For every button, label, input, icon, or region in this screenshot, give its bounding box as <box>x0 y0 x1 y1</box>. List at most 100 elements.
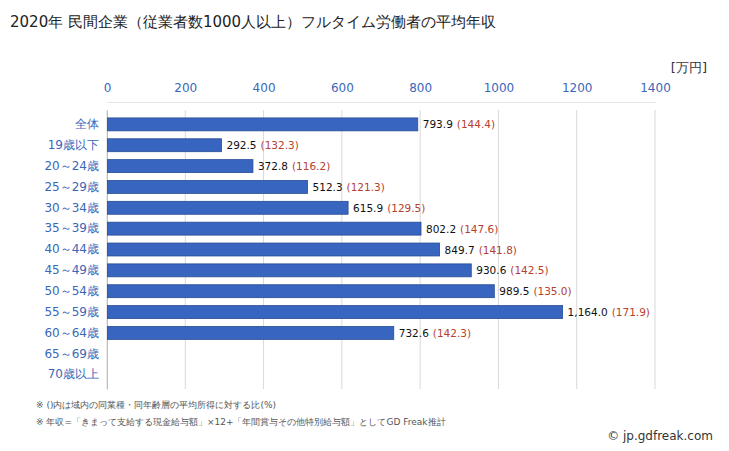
tick: 全体 <box>75 117 107 131</box>
axis-title: [万円] <box>671 60 707 75</box>
ratio-label: (142.5) <box>510 264 548 276</box>
tick-label: 600 <box>331 81 354 95</box>
grid <box>107 110 655 389</box>
tick: 0 <box>104 81 112 102</box>
grid-line <box>655 110 656 389</box>
value-label: 849.7 <box>445 244 475 256</box>
chart: 2020年 民間企業（従業者数1000人以上）フルタイム労働者の平均年収 [万円]… <box>0 0 729 451</box>
data-label: 1,164.0 (171.9) <box>568 306 650 318</box>
bars <box>107 118 563 339</box>
ratio-label: (142.3) <box>433 327 471 339</box>
tick-label: 1400 <box>640 81 671 95</box>
value-label: 512.3 <box>313 181 343 193</box>
value-label: 930.6 <box>476 264 506 276</box>
ratio-label: (135.0) <box>533 285 571 297</box>
tick: 25～29歳 <box>44 180 107 194</box>
tick: 800 <box>409 81 432 102</box>
tick: 1000 <box>484 81 515 102</box>
tick-label: 40～44歳 <box>44 242 99 256</box>
tick: 45～49歳 <box>44 263 107 277</box>
tick-label: 19歳以下 <box>48 138 99 152</box>
bar <box>107 306 563 319</box>
bar <box>107 139 221 152</box>
value-label: 802.2 <box>426 223 456 235</box>
bar <box>107 201 348 214</box>
value-label: 615.9 <box>353 202 383 214</box>
tick-label: 70歳以上 <box>48 367 99 381</box>
bar <box>107 326 394 339</box>
tick-label: 55～59歳 <box>44 305 99 319</box>
tick-label: 20～24歳 <box>44 159 99 173</box>
value-label: 292.5 <box>226 139 256 151</box>
ratio-label: (129.5) <box>387 202 425 214</box>
tick-label: 65～69歳 <box>44 347 99 361</box>
ratio-label: (147.6) <box>460 223 498 235</box>
bar <box>107 285 494 298</box>
bar <box>107 160 253 173</box>
data-labels: 793.9 (144.4) 292.5 (132.3) 372.8 (116.2) 512.… <box>226 118 649 339</box>
tick-label: 45～49歳 <box>44 263 99 277</box>
tick: 50～54歳 <box>44 284 107 298</box>
source: © jp.gdfreak.com <box>607 429 713 443</box>
data-label: 732.6 (142.3) <box>399 327 471 339</box>
value-label: 732.6 <box>399 327 429 339</box>
data-label: 615.9 (129.5) <box>353 202 425 214</box>
data-label: 930.6 (142.5) <box>476 264 548 276</box>
title: 2020年 民間企業（従業者数1000人以上）フルタイム労働者の平均年収 <box>10 13 496 31</box>
value-label: 989.5 <box>499 285 529 297</box>
ratio-label: (121.3) <box>347 181 385 193</box>
ratio-label: (132.3) <box>261 139 299 151</box>
data-label: 849.7 (141.8) <box>445 244 517 256</box>
tick: 1400 <box>640 81 671 102</box>
tick-label: 25～29歳 <box>44 180 99 194</box>
bar <box>107 118 418 131</box>
data-label: 989.5 (135.0) <box>499 285 571 297</box>
axis-line <box>108 102 656 103</box>
tick: 65～69歳 <box>44 347 107 361</box>
tick: 20～24歳 <box>44 159 107 173</box>
tick: 35～39歳 <box>44 221 107 235</box>
tick-label: 30～34歳 <box>44 201 99 215</box>
tick: 70歳以上 <box>48 367 107 381</box>
bar <box>107 243 440 256</box>
data-label: 802.2 (147.6) <box>426 223 498 235</box>
data-label: 793.9 (144.4) <box>423 118 495 130</box>
tick-label: 全体 <box>75 117 99 131</box>
note: ※ ()内は域内の同業種・同年齢層の平均所得に対する比(%) <box>36 400 276 410</box>
tick: 1200 <box>562 81 593 102</box>
tick-label: 60～64歳 <box>44 326 99 340</box>
bar <box>107 180 308 193</box>
tick: 400 <box>253 81 276 102</box>
data-label: 292.5 (132.3) <box>226 139 298 151</box>
tick-label: 400 <box>253 81 276 95</box>
tick-label: 1200 <box>562 81 593 95</box>
data-label: 512.3 (121.3) <box>313 181 385 193</box>
tick-label: 35～39歳 <box>44 221 99 235</box>
bar <box>107 222 421 235</box>
data-label: 372.8 (116.2) <box>258 160 330 172</box>
tick-label: 1000 <box>484 81 515 95</box>
ratio-label: (116.2) <box>292 160 330 172</box>
tick-label: 800 <box>409 81 432 95</box>
x-axis: 0 200 400 600 800 1000 1200 1400 <box>104 81 671 103</box>
value-label: 1,164.0 <box>568 306 608 318</box>
tick-label: 0 <box>104 81 112 95</box>
ratio-label: (144.4) <box>457 118 495 130</box>
tick: 200 <box>174 81 197 102</box>
tick-label: 200 <box>174 81 197 95</box>
tick: 19歳以下 <box>48 138 107 152</box>
bar <box>107 264 471 277</box>
tick: 60～64歳 <box>44 326 107 340</box>
value-label: 793.9 <box>423 118 453 130</box>
value-label: 372.8 <box>258 160 288 172</box>
tick: 55～59歳 <box>44 305 107 319</box>
note: ※ 年収=「きまって支給する現金給与額」×12+「年間賞与その他特別給与額」とし… <box>36 417 446 427</box>
y-axis: 全体 19歳以下 20～24歳 25～29歳 30～34歳 35～39歳 40～44歳 45～… <box>44 111 107 390</box>
ratio-label: (141.8) <box>479 244 517 256</box>
tick: 30～34歳 <box>44 201 107 215</box>
tick: 40～44歳 <box>44 242 107 256</box>
tick-label: 50～54歳 <box>44 284 99 298</box>
grid-line <box>576 110 577 389</box>
tick: 600 <box>331 81 354 102</box>
ratio-label: (171.9) <box>612 306 650 318</box>
